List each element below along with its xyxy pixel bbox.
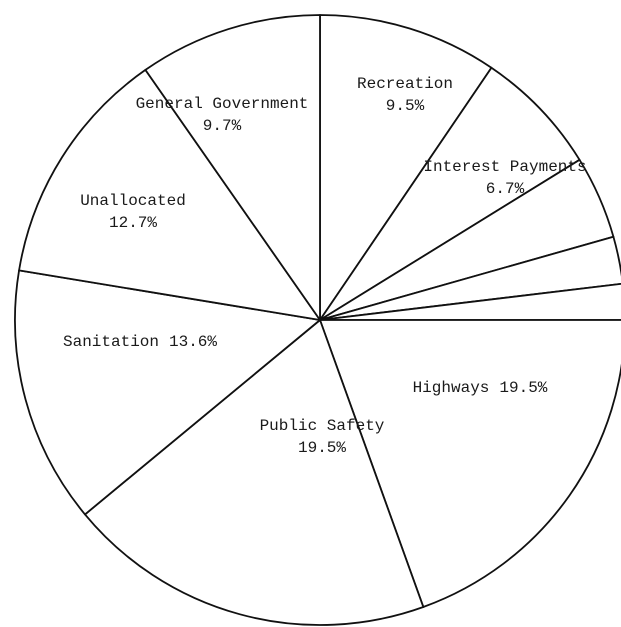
pie-slice xyxy=(144,14,321,321)
value-label: 12.7% xyxy=(109,214,157,232)
category-label: Highways xyxy=(413,379,490,397)
pie-slice xyxy=(319,319,621,608)
pie-slice xyxy=(14,269,321,516)
value-label: 19.5% xyxy=(298,439,346,457)
category-label: Unallocated xyxy=(80,192,186,210)
pie-slice xyxy=(18,69,321,321)
value-label: 19.5% xyxy=(499,379,547,397)
category-label: Interest Payments xyxy=(423,158,586,176)
value-label: 13.6% xyxy=(169,333,217,351)
slice-label: Sanitation 13.6% xyxy=(63,333,217,351)
pie-slice xyxy=(319,282,621,321)
pie-slice xyxy=(319,235,621,321)
category-label: Public Safety xyxy=(260,417,385,435)
category-label: Recreation xyxy=(357,75,453,93)
pie-slice xyxy=(319,14,493,321)
pie-slice xyxy=(84,319,425,626)
slice-label: Highways 19.5% xyxy=(413,379,548,397)
value-label: 9.7% xyxy=(203,117,242,135)
pie-slice xyxy=(319,66,581,321)
value-label: 6.7% xyxy=(486,180,525,198)
category-label: General Government xyxy=(136,95,309,113)
category-label: Sanitation xyxy=(63,333,159,351)
value-label: 9.5% xyxy=(386,97,425,115)
